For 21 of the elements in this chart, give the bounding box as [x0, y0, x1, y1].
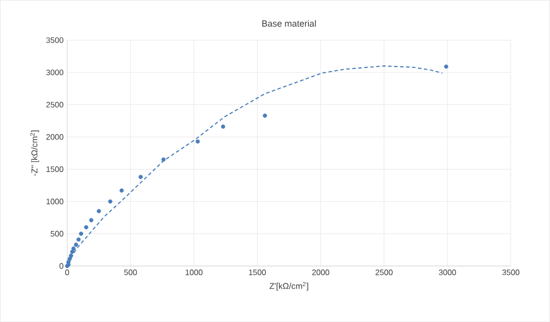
point — [84, 225, 88, 230]
point — [220, 124, 226, 129]
y-axis-title: -Z'' [kΩ/cm$^{2}$] — [30, 130, 40, 176]
point — [138, 174, 143, 179]
chart-title: Base material — [262, 20, 316, 27]
x-axis-title: Z'[kΩ/cm$^{2}$] — [270, 282, 308, 291]
point — [196, 139, 200, 144]
point — [96, 208, 101, 214]
point — [70, 250, 74, 254]
point — [161, 157, 166, 162]
point — [76, 237, 81, 242]
point — [68, 256, 72, 261]
point — [120, 188, 124, 193]
point — [89, 218, 94, 222]
point — [74, 242, 78, 247]
point — [262, 113, 267, 118]
point — [79, 232, 84, 236]
point — [108, 199, 112, 204]
point — [71, 246, 76, 251]
point — [444, 64, 448, 69]
point — [68, 254, 74, 258]
